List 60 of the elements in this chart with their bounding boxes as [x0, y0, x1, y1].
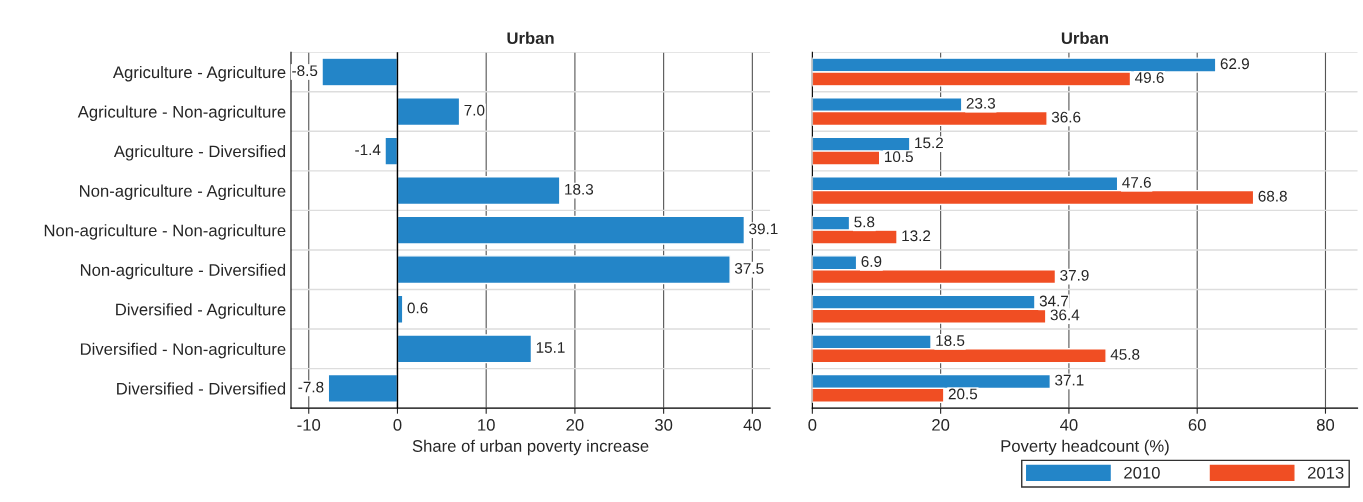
data-label: 15.2 — [915, 137, 943, 149]
y-tick-label: Diversified - Non-agriculture — [80, 342, 286, 359]
data-label: 0.6 — [407, 302, 428, 314]
data-label: 6.9 — [861, 256, 882, 267]
data-label: 13.2 — [902, 230, 931, 242]
x-tick-label: 20 — [566, 418, 584, 431]
data-label: -7.8 — [298, 381, 324, 393]
data-label: -1.4 — [355, 144, 381, 156]
data-label: 23.3 — [966, 97, 996, 109]
bar — [396, 96, 461, 127]
bar — [384, 136, 399, 166]
y-tick-label: Agriculture - Diversified — [113, 145, 286, 161]
y-tick-label: Diversified - Agriculture — [116, 303, 286, 319]
data-label: 10.5 — [885, 151, 913, 163]
legend-label: 2013 — [1307, 466, 1344, 479]
x-tick-label: 40 — [1060, 418, 1078, 431]
x-tick-label: 10 — [478, 418, 495, 431]
data-label: -8.5 — [292, 65, 318, 77]
chart-title: Urban — [507, 31, 554, 45]
x-axis-title: Poverty headcount (%) — [1001, 439, 1169, 456]
bar — [321, 57, 399, 87]
x-tick-label: 0 — [808, 418, 817, 431]
x-tick-label: 30 — [655, 418, 673, 431]
data-label: 36.4 — [1050, 309, 1080, 321]
chart-title: Urban — [1061, 31, 1108, 45]
data-label: 68.8 — [1258, 190, 1287, 202]
bar — [396, 255, 731, 285]
x-tick-label: 60 — [1188, 418, 1206, 431]
data-label: 7.0 — [464, 104, 485, 116]
bar — [396, 215, 746, 245]
data-label: 37.9 — [1060, 269, 1089, 281]
data-label: 15.1 — [536, 342, 565, 353]
data-label: 45.8 — [1110, 349, 1140, 360]
y-tick-label: Non-agriculture - Non-agriculture — [44, 224, 286, 240]
data-label: 37.5 — [734, 263, 764, 274]
y-tick-label: Agriculture - Agriculture — [112, 65, 286, 82]
data-label: 34.7 — [1039, 295, 1069, 307]
bar — [327, 373, 399, 403]
y-tick-label: Non-agriculture - Diversified — [80, 263, 286, 280]
data-label: 47.6 — [1122, 176, 1151, 188]
data-label: 20.5 — [948, 388, 978, 400]
x-tick-label: 0 — [393, 418, 402, 431]
data-label: 18.5 — [936, 335, 965, 346]
data-label: 36.6 — [1051, 111, 1081, 123]
x-tick-label: 20 — [932, 418, 950, 431]
x-axis-title: Share of urban poverty increase — [412, 439, 649, 456]
data-label: 37.1 — [1055, 374, 1084, 386]
bar — [396, 176, 561, 206]
data-label: 5.8 — [854, 216, 875, 228]
x-tick-label: 40 — [743, 418, 761, 431]
x-tick-label: -10 — [297, 418, 321, 431]
data-label: 18.3 — [565, 183, 594, 195]
x-tick-label: 80 — [1316, 418, 1335, 431]
legend-label: 2010 — [1124, 466, 1160, 479]
data-label: 49.6 — [1135, 72, 1164, 83]
y-tick-label: Diversified - Diversified — [117, 382, 286, 395]
y-tick-label: Agriculture - Non-agriculture — [77, 105, 286, 122]
data-label: 39.1 — [749, 223, 778, 235]
data-label: 62.9 — [1220, 58, 1249, 70]
y-tick-label: Non-agriculture - Agriculture — [80, 184, 286, 201]
